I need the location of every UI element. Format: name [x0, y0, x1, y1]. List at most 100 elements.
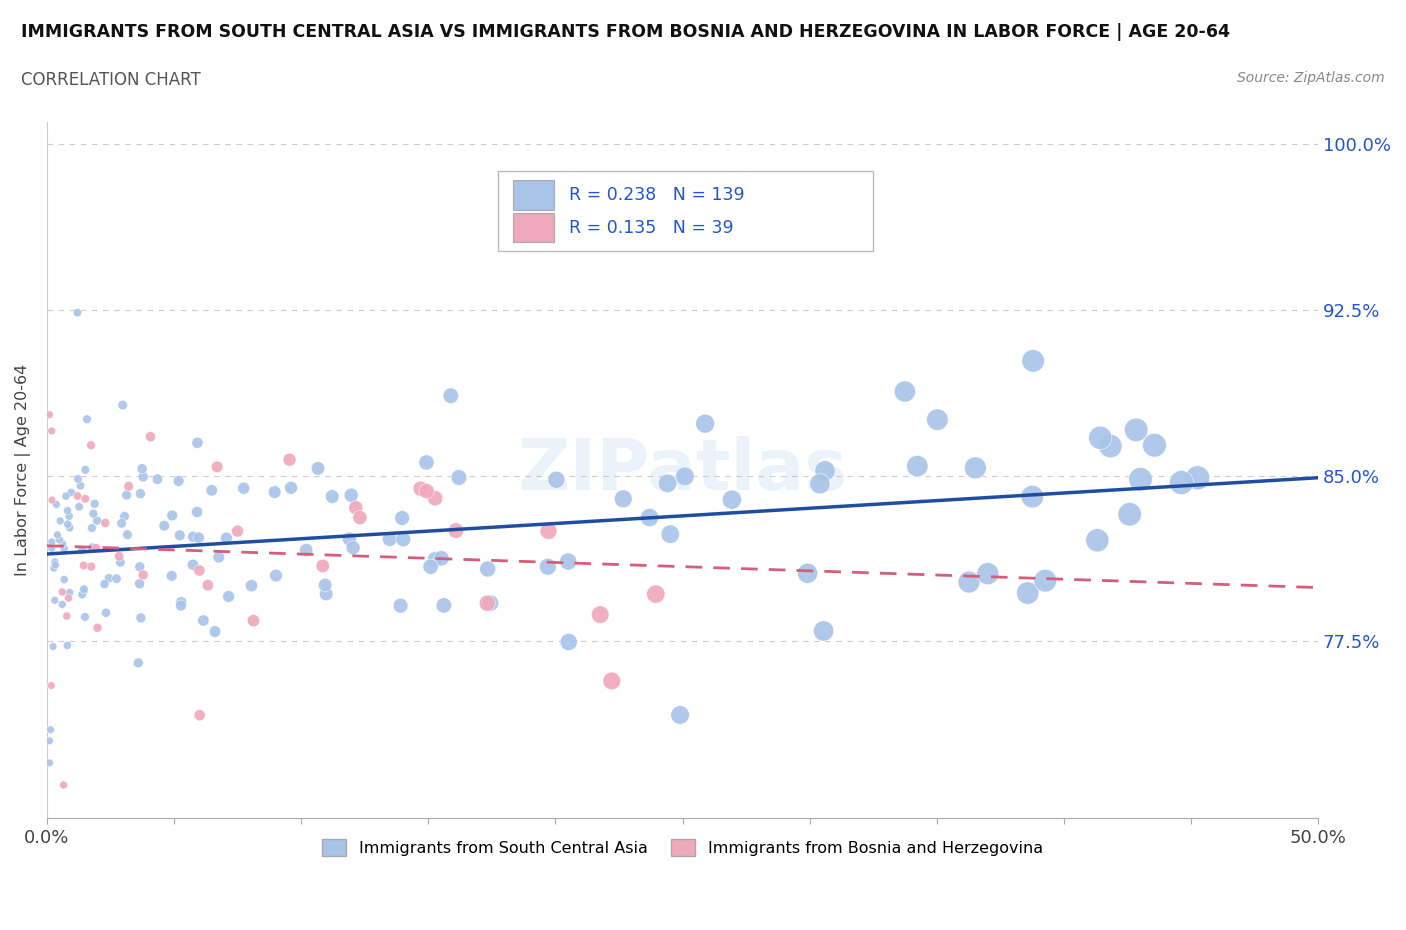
Point [38, 734, 60, 749]
Point [695, 417, 717, 432]
Point [97, 571, 120, 586]
Point [340, 487, 363, 502]
Point [419, 559, 441, 574]
Point [80, 559, 103, 574]
Point [218, 589, 240, 604]
Point [108, 549, 131, 564]
Point [170, 598, 193, 613]
Point [84, 540, 107, 555]
Point [557, 554, 579, 569]
Point [378, 532, 401, 547]
Point [59, 520, 82, 535]
Point [537, 524, 560, 538]
Point [808, 476, 831, 491]
Point [127, 656, 149, 671]
Point [82, 506, 104, 521]
Point [67, 499, 90, 514]
Point [38, 407, 60, 422]
Point [477, 596, 499, 611]
Point [66, 305, 89, 320]
Point [52, 777, 75, 792]
Point [44, 554, 66, 569]
Point [117, 527, 139, 542]
Point [392, 532, 415, 547]
Point [589, 607, 612, 622]
Point [638, 510, 661, 525]
Point [344, 500, 367, 515]
Text: ZIPatlas: ZIPatlas [517, 435, 848, 505]
Point [56, 517, 79, 532]
Point [814, 463, 837, 478]
Point [263, 485, 285, 499]
Point [129, 486, 152, 501]
Point [132, 470, 155, 485]
Point [1085, 533, 1108, 548]
Point [1129, 472, 1152, 486]
Point [53, 572, 76, 587]
Point [600, 673, 623, 688]
Point [349, 511, 371, 525]
Point [160, 568, 183, 583]
Point [167, 473, 190, 488]
Point [60, 485, 83, 499]
Point [160, 508, 183, 523]
Point [131, 461, 153, 476]
Point [433, 598, 456, 613]
Point [86, 513, 108, 528]
Point [82, 540, 104, 555]
Point [546, 472, 568, 487]
Point [425, 491, 447, 506]
Point [128, 559, 150, 574]
Text: IMMIGRANTS FROM SOUTH CENTRAL ASIA VS IMMIGRANTS FROM BOSNIA AND HERZEGOVINA IN : IMMIGRANTS FROM SOUTH CENTRAL ASIA VS IM… [21, 23, 1230, 41]
Point [537, 559, 560, 574]
Point [70, 543, 93, 558]
Point [391, 511, 413, 525]
Point [132, 567, 155, 582]
Point [415, 455, 437, 470]
Point [80, 438, 103, 453]
Point [295, 542, 318, 557]
Point [721, 492, 744, 507]
Point [321, 489, 343, 504]
Point [42, 561, 65, 576]
Point [66, 488, 89, 503]
Point [53, 541, 76, 556]
Point [187, 530, 209, 545]
Point [186, 435, 208, 450]
Point [927, 412, 949, 427]
Point [186, 505, 208, 520]
Point [477, 562, 499, 577]
Point [41, 541, 63, 556]
Text: R = 0.238   N = 139: R = 0.238 N = 139 [569, 186, 745, 204]
Point [1125, 422, 1147, 437]
Point [80, 521, 103, 536]
Point [146, 472, 169, 486]
Point [389, 598, 412, 613]
Point [188, 708, 211, 723]
Point [201, 483, 224, 498]
Point [232, 481, 254, 496]
FancyBboxPatch shape [513, 213, 554, 243]
Point [447, 470, 470, 485]
Point [1033, 573, 1056, 588]
Point [66, 472, 89, 486]
Point [56, 608, 79, 623]
Point [205, 459, 228, 474]
Point [105, 571, 128, 586]
Point [1017, 586, 1039, 601]
Point [1099, 439, 1122, 454]
Point [315, 587, 337, 602]
Point [479, 596, 502, 611]
Point [153, 518, 176, 533]
Point [226, 524, 249, 538]
Point [94, 515, 117, 530]
Point [56, 503, 79, 518]
Point [48, 532, 70, 547]
Point [415, 484, 437, 498]
Point [75, 462, 97, 477]
Text: CORRELATION CHART: CORRELATION CHART [21, 71, 201, 88]
Point [657, 476, 679, 491]
Point [44, 592, 66, 607]
Point [38, 755, 60, 770]
Point [181, 529, 204, 544]
